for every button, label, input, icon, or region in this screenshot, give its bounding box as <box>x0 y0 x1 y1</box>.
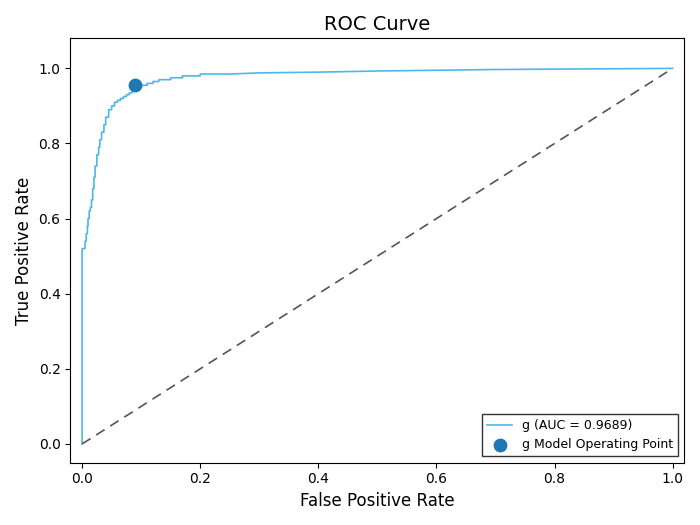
Y-axis label: True Positive Rate: True Positive Rate <box>15 176 33 324</box>
Title: ROC Curve: ROC Curve <box>324 15 430 34</box>
Line: g (AUC = 0.9689): g (AUC = 0.9689) <box>82 68 673 444</box>
g (AUC = 0.9689) <box>122 91 131 98</box>
g (AUC = 0.9689) <box>122 93 131 100</box>
g (AUC = 0.9689) <box>131 86 139 92</box>
g (AUC = 0.9689) <box>668 65 677 71</box>
g (AUC = 0.9689) <box>78 441 86 447</box>
g Model Operating Point <box>130 81 141 89</box>
g (AUC = 0.9689) <box>104 114 113 120</box>
g (AUC = 0.9689) <box>196 71 204 77</box>
g (AUC = 0.9689) <box>128 90 136 96</box>
X-axis label: False Positive Rate: False Positive Rate <box>300 492 455 510</box>
Legend: g (AUC = 0.9689), g Model Operating Point: g (AUC = 0.9689), g Model Operating Poin… <box>482 414 678 456</box>
